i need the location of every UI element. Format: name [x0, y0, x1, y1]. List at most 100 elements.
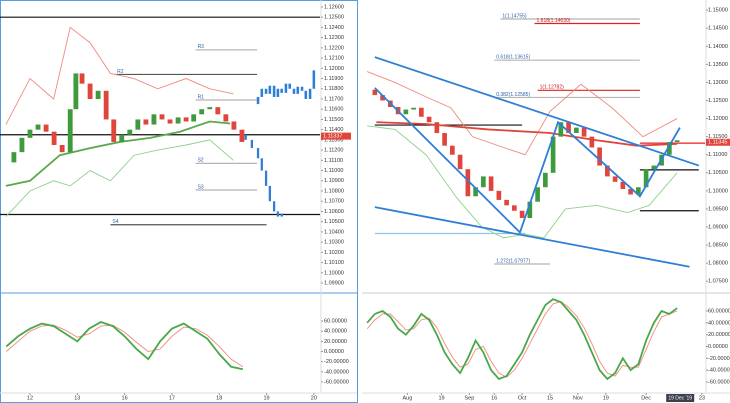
candle	[135, 119, 141, 130]
candle	[215, 107, 221, 115]
candle	[519, 210, 525, 218]
candle	[284, 83, 288, 93]
cursor-tag	[666, 394, 695, 402]
candle	[411, 107, 416, 110]
level-label: R2	[117, 69, 124, 75]
candle	[19, 137, 25, 153]
candle	[589, 136, 595, 148]
series-line	[5, 321, 244, 371]
candle	[550, 136, 556, 173]
x-tick-label: 20	[311, 395, 317, 401]
candle	[191, 114, 197, 122]
candle	[73, 73, 79, 110]
y-tick-label: -60.00000	[708, 379, 730, 385]
x-tick-label: 13	[74, 395, 80, 401]
y-tick-label: 1.10500	[708, 170, 728, 176]
y-tick-label: 1.10300	[324, 240, 344, 246]
price-tag-label: 1.11345	[708, 140, 727, 146]
level-label: S3	[198, 184, 204, 190]
candle	[308, 88, 312, 99]
candle	[276, 88, 280, 97]
candle	[300, 86, 304, 91]
y-tick-label: 1.09000	[708, 224, 728, 230]
y-tick-label: 1.10800	[324, 188, 344, 194]
level-label: 1(1.12782)	[540, 85, 565, 91]
candle	[288, 83, 291, 89]
y-tick-label: 1.12500	[324, 15, 344, 21]
y-tick-label: 40.00000	[708, 320, 730, 326]
y-tick-label: 1.11600	[324, 107, 343, 113]
candle	[103, 90, 109, 120]
candle	[581, 127, 587, 137]
y-tick-label: 1.08500	[708, 243, 728, 249]
band-line	[5, 139, 234, 217]
y-tick-label: 40.00000	[324, 329, 347, 335]
candle	[620, 181, 626, 190]
level-label: S2	[198, 158, 204, 164]
band-line	[367, 125, 678, 239]
candle	[231, 121, 237, 130]
candle	[264, 170, 268, 186]
y-tick-label: 60.00000	[708, 308, 730, 314]
y-tick-label: 1.10000	[324, 270, 344, 276]
y-tick-label: 1.13500	[708, 62, 728, 68]
candle	[636, 187, 641, 195]
level-label: 0.382(1.12585)	[496, 92, 530, 98]
candle	[643, 169, 649, 188]
x-tick-label: 19	[263, 395, 269, 401]
candle	[256, 148, 260, 159]
band-line	[5, 26, 234, 125]
level-label: S4	[112, 219, 118, 225]
y-tick-label: 1.10600	[324, 209, 344, 215]
candle	[674, 140, 680, 143]
y-tick-label: 1.11000	[324, 168, 343, 174]
x-tick-label: 19	[603, 395, 609, 401]
candle	[87, 83, 93, 99]
level-label: 1.272(1.07977)	[496, 258, 530, 264]
y-tick-label: 1.09900	[324, 280, 344, 286]
candle	[380, 95, 385, 101]
y-tick-label: 1.12100	[324, 56, 344, 62]
candle	[268, 185, 271, 202]
level-label: 1(1.14755)	[502, 13, 527, 19]
candle	[442, 133, 447, 146]
y-tick-label: 20.00000	[708, 332, 730, 338]
price-tag	[321, 132, 351, 140]
x-tick-label: 15	[547, 395, 553, 401]
candle	[239, 129, 245, 142]
y-tick-label: 1.10000	[708, 188, 728, 194]
candle	[175, 117, 181, 124]
candle	[426, 116, 432, 123]
candle	[59, 145, 65, 153]
candle	[280, 88, 283, 93]
candle	[159, 114, 165, 120]
candle	[457, 154, 463, 170]
candle	[403, 109, 409, 115]
y-tick-label: 1.11200	[324, 148, 343, 154]
level-label: R1	[198, 94, 205, 100]
candle	[207, 107, 213, 110]
candle	[260, 88, 264, 97]
band-line	[6, 324, 244, 368]
candle	[496, 190, 502, 200]
series-line	[374, 87, 681, 235]
y-tick-label: 20.00000	[324, 339, 347, 345]
y-tick-label: 1.11900	[324, 76, 343, 82]
candle	[465, 169, 471, 197]
candle	[272, 201, 276, 212]
candle	[280, 213, 283, 217]
y-tick-label: -20.00000	[324, 359, 349, 365]
x-tick-label: 18	[216, 395, 222, 401]
candle	[167, 119, 173, 124]
y-tick-label: 1.11800	[324, 86, 343, 92]
candle	[628, 189, 633, 195]
y-tick-label: 1.10200	[324, 250, 344, 256]
candle	[434, 122, 440, 134]
y-tick-label: 1.11400	[324, 127, 343, 133]
x-tick-label: 17	[169, 395, 175, 401]
candle	[260, 158, 263, 171]
series-line	[374, 206, 690, 268]
y-tick-label: 1.12000	[708, 116, 728, 122]
x-tick-label: 23	[699, 395, 705, 401]
candle	[51, 131, 57, 145]
